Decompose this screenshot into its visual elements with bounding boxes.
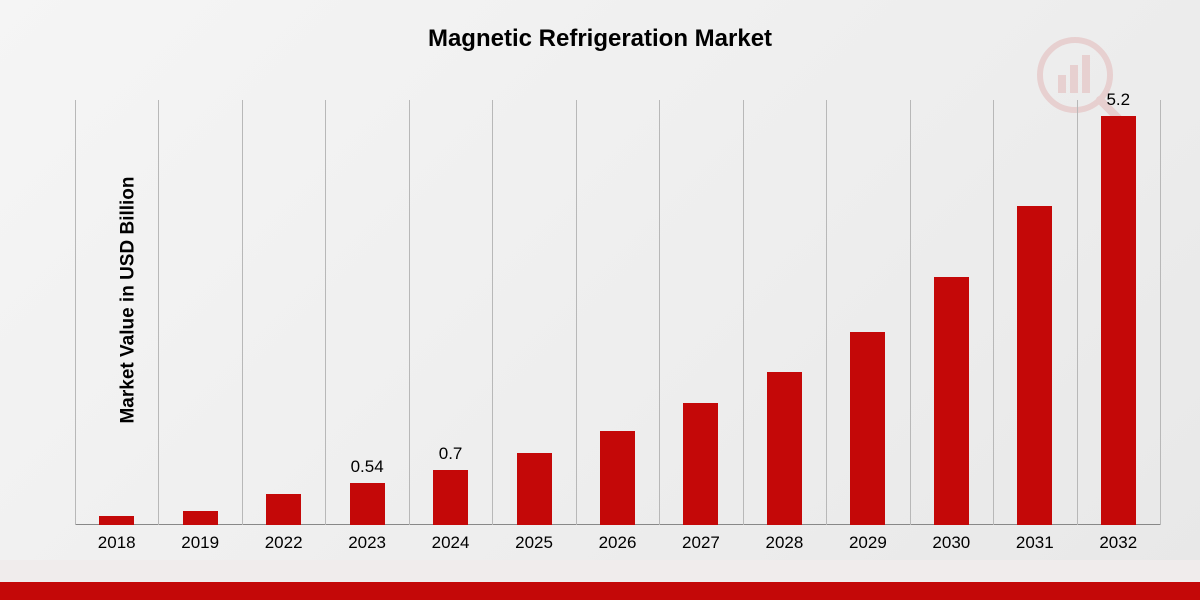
- x-tick-label: 2027: [682, 533, 720, 553]
- gridline: [492, 100, 493, 525]
- gridline: [1160, 100, 1161, 525]
- bar: [183, 511, 218, 525]
- gridline: [242, 100, 243, 525]
- chart-title: Magnetic Refrigeration Market: [428, 25, 772, 53]
- bar: [1017, 206, 1052, 525]
- bar: [934, 277, 969, 525]
- x-tick-label: 2030: [932, 533, 970, 553]
- x-tick-label: 2022: [265, 533, 303, 553]
- bar: [350, 483, 385, 526]
- bottom-stripe: [0, 582, 1200, 600]
- x-tick-label: 2023: [348, 533, 386, 553]
- bottom-stripe-light: [0, 560, 1200, 582]
- bar-value-label: 5.2: [1106, 90, 1130, 110]
- x-tick-label: 2029: [849, 533, 887, 553]
- x-tick-label: 2025: [515, 533, 553, 553]
- bar: [99, 516, 134, 525]
- gridline: [993, 100, 994, 525]
- bar: [850, 332, 885, 525]
- bar-value-label: 0.54: [351, 457, 384, 477]
- x-tick-label: 2032: [1099, 533, 1137, 553]
- gridline: [158, 100, 159, 525]
- bar: [517, 453, 552, 525]
- gridline: [743, 100, 744, 525]
- x-tick-label: 2028: [766, 533, 804, 553]
- plot-area: 2018201920220.5420230.720242025202620272…: [75, 100, 1160, 525]
- gridline: [910, 100, 911, 525]
- bar: [600, 431, 635, 525]
- x-tick-label: 2018: [98, 533, 136, 553]
- gridline: [325, 100, 326, 525]
- gridline: [659, 100, 660, 525]
- bar: [1101, 116, 1136, 525]
- bar: [266, 494, 301, 525]
- gridline: [1077, 100, 1078, 525]
- gridline: [409, 100, 410, 525]
- gridline: [826, 100, 827, 525]
- bar: [683, 403, 718, 525]
- bar-value-label: 0.7: [439, 444, 463, 464]
- gridline: [75, 100, 76, 525]
- x-tick-label: 2019: [181, 533, 219, 553]
- x-tick-label: 2024: [432, 533, 470, 553]
- chart-container: Magnetic Refrigeration Market Market Val…: [0, 0, 1200, 600]
- x-tick-label: 2026: [599, 533, 637, 553]
- bar: [433, 470, 468, 525]
- x-tick-label: 2031: [1016, 533, 1054, 553]
- bar: [767, 372, 802, 525]
- gridline: [576, 100, 577, 525]
